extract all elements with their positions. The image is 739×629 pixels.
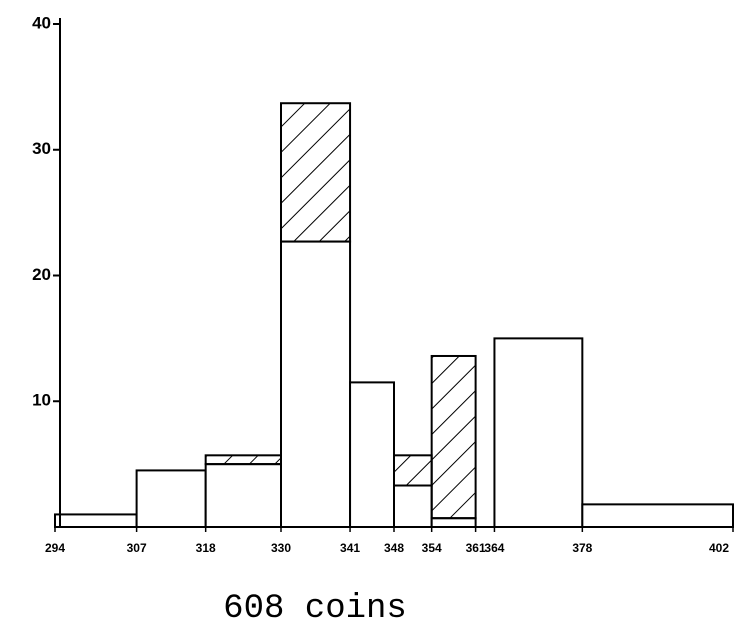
bar [393, 484, 433, 529]
bar [204, 463, 283, 528]
x-tick-label: 348 [384, 541, 404, 555]
bar [493, 337, 584, 528]
x-tick-label: 307 [127, 541, 147, 555]
bar [349, 381, 395, 529]
x-tick-label: 330 [271, 541, 291, 555]
bar [54, 513, 138, 528]
y-tick-label: 20 [32, 265, 51, 284]
bar [135, 469, 207, 529]
x-tick-label: 341 [340, 541, 360, 555]
x-tick-label: 402 [709, 541, 729, 555]
x-tick-label: 361 [466, 541, 486, 555]
y-tick-label: 30 [32, 139, 51, 158]
y-tick-label: 40 [32, 13, 51, 32]
hatched-bar [430, 354, 477, 520]
x-tick-label: 364 [484, 541, 504, 555]
x-tick-label: 354 [422, 541, 442, 555]
hatched-bar [204, 454, 283, 466]
y-tick-label: 10 [32, 391, 51, 410]
bar [581, 503, 734, 528]
hatched-bar [393, 454, 433, 487]
bar [430, 517, 477, 529]
caption: 608 coins [223, 590, 407, 628]
bar [280, 240, 352, 529]
hatched-bar [280, 102, 352, 243]
x-tick-label: 318 [196, 541, 216, 555]
x-tick-label: 378 [572, 541, 592, 555]
x-tick-label: 294 [45, 541, 65, 555]
